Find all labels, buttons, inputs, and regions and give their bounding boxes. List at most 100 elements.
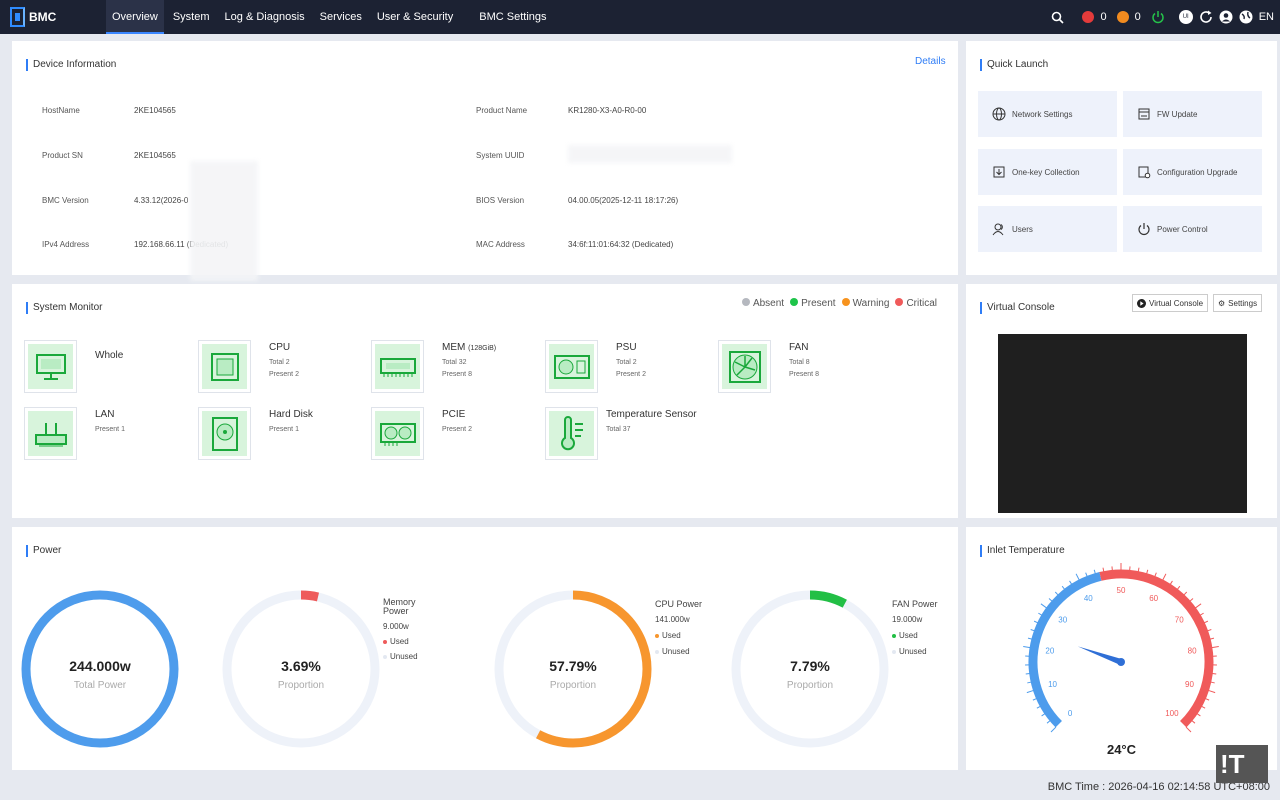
memory-power-info: Memory Power 9.000w Used Unused	[383, 598, 433, 661]
gauge-tick	[1023, 646, 1031, 649]
monitor-total: Total 8	[789, 359, 810, 366]
memory-power-arc	[222, 590, 380, 748]
product-name-label: Product Name	[476, 106, 528, 115]
mac-address-label: MAC Address	[476, 240, 525, 249]
gauge-needle	[1077, 646, 1123, 665]
nav-services[interactable]: Services	[319, 11, 362, 23]
ipv4-label: IPv4 Address	[42, 240, 90, 249]
fan-power-arc	[731, 590, 889, 748]
virtual-console-panel: Virtual Console Virtual Console ⚙ Settin…	[966, 284, 1277, 518]
network-settings-button[interactable]: Network Settings	[978, 91, 1117, 137]
gauge-tick	[1212, 673, 1217, 675]
hard-disk-icon	[211, 416, 238, 451]
needle-hub	[1117, 658, 1125, 666]
user-icon[interactable]	[1219, 10, 1233, 24]
nav-log-diagnosis[interactable]: Log & Diagnosis	[224, 11, 305, 23]
monitor-name: CPU	[269, 342, 291, 353]
monitor-name: FAN	[789, 342, 809, 353]
configuration-upgrade-button[interactable]: Configuration Upgrade	[1123, 149, 1262, 195]
power-icon	[1138, 223, 1150, 236]
nav-overview[interactable]: Overview	[106, 0, 164, 34]
language-label[interactable]: EN	[1258, 11, 1274, 23]
gauge-tick	[1054, 591, 1059, 596]
gauge-tick-label: 20	[1045, 647, 1054, 656]
console-preview[interactable]	[998, 334, 1247, 513]
power-control-button[interactable]: Power Control	[1123, 206, 1262, 252]
monitor-hard-disk[interactable]: Hard Disk Present 1	[198, 407, 313, 460]
nav-bmc-settings[interactable]: BMC Settings	[479, 11, 547, 23]
gauge-tick	[1032, 698, 1037, 701]
gauge-tick	[1036, 705, 1041, 709]
gauge-tick	[1208, 689, 1216, 694]
memory-power-ring	[222, 590, 380, 748]
monitor-fan[interactable]: FAN Total 8 Present 8	[718, 340, 819, 393]
monitor-name: Hard Disk	[269, 409, 313, 420]
refresh-icon[interactable]	[1199, 10, 1213, 24]
major-alarm-icon[interactable]	[1116, 11, 1129, 23]
logo-icon	[10, 7, 25, 27]
nav-system[interactable]: System	[172, 11, 210, 23]
gauge-tick	[1069, 580, 1073, 585]
gauge-tick-label: 80	[1188, 647, 1197, 656]
ipv4-value: 192.168.66.11 (Dedicated)	[134, 240, 229, 249]
total-power-ring	[21, 590, 179, 748]
one-key-collection-button[interactable]: One-key Collection	[978, 149, 1117, 195]
gauge-tick-label: 0	[1068, 709, 1073, 718]
firmware-icon	[1138, 108, 1150, 120]
quick-launch-panel: Quick Launch Network Settings FW Update …	[966, 41, 1277, 275]
inlet-temperature-panel: Inlet Temperature 0 10 20 30 40 50 60 70 80 90 100…	[966, 527, 1277, 770]
monitor-whole[interactable]: Whole	[24, 340, 123, 393]
cpu-power-arc	[494, 590, 652, 748]
memory-icon	[379, 357, 416, 377]
fan-power-proportion: 7.79% Proportion	[730, 658, 890, 691]
gear-icon: ⚙	[1218, 298, 1226, 308]
gauge-tick	[1195, 603, 1202, 609]
gauge-tick	[1185, 726, 1192, 733]
ql-label: Configuration Upgrade	[1157, 167, 1238, 177]
details-link[interactable]: Details	[915, 56, 946, 67]
virtual-console-settings-button[interactable]: ⚙ Settings	[1213, 294, 1263, 312]
monitor-pcie[interactable]: PCIE Present 2	[371, 407, 472, 460]
gauge-tick	[1210, 681, 1215, 684]
gauge-tick	[1211, 646, 1219, 649]
gauge-tick	[1169, 580, 1173, 585]
globe-icon[interactable]	[1239, 10, 1253, 24]
launch-virtual-console-button[interactable]: Virtual Console	[1132, 294, 1209, 312]
search-icon[interactable]	[1051, 11, 1065, 24]
fan-icon	[728, 350, 761, 383]
logo-text: BMC	[29, 10, 57, 24]
uid-icon[interactable]: UI	[1178, 10, 1193, 24]
monitor-present: Present 2	[442, 426, 472, 433]
proportion-value: 3.69%	[281, 658, 321, 674]
monitor-lan[interactable]: LAN Present 1	[24, 407, 125, 460]
panel-title: Power	[26, 545, 61, 557]
monitor-temperature-sensor[interactable]: Temperature Sensor Total 37	[545, 407, 697, 460]
watermark-logo: !T	[1216, 745, 1268, 783]
monitor-cpu[interactable]: CPU Total 2 Present 2	[198, 340, 299, 393]
gauge-tick	[1199, 612, 1204, 616]
monitor-name: Temperature Sensor	[606, 409, 697, 420]
fw-update-button[interactable]: FW Update	[1123, 91, 1262, 137]
monitor-present: Present 8	[789, 371, 819, 378]
monitor-icon	[35, 353, 66, 380]
power-state-icon[interactable]	[1151, 10, 1165, 24]
nav-user-security[interactable]: User & Security	[376, 11, 454, 23]
total-power: 244.000w Total Power	[20, 658, 180, 691]
monitor-psu[interactable]: PSU Total 2 Present 2	[545, 340, 646, 393]
status-legend: Absent Present Warning Critical	[741, 298, 937, 309]
gauge-tick	[1209, 637, 1215, 640]
cpu-icon	[210, 352, 239, 381]
users-button[interactable]: Users	[978, 206, 1117, 252]
bmc-logo[interactable]: BMC	[10, 7, 106, 27]
cool-range-arc	[1028, 572, 1102, 728]
critical-alarm-icon[interactable]	[1082, 11, 1095, 23]
redacted-area	[190, 161, 258, 281]
gauge-tick	[1041, 713, 1046, 717]
ql-label: Users	[1012, 224, 1033, 234]
panel-title: System Monitor	[26, 302, 102, 314]
system-uuid-value	[568, 145, 732, 163]
gauge-tick	[1102, 567, 1105, 572]
gauge-tick	[1146, 569, 1149, 574]
monitor-mem[interactable]: MEM (128GiB) Total 32 Present 8	[371, 340, 496, 393]
psu-icon	[553, 354, 590, 379]
